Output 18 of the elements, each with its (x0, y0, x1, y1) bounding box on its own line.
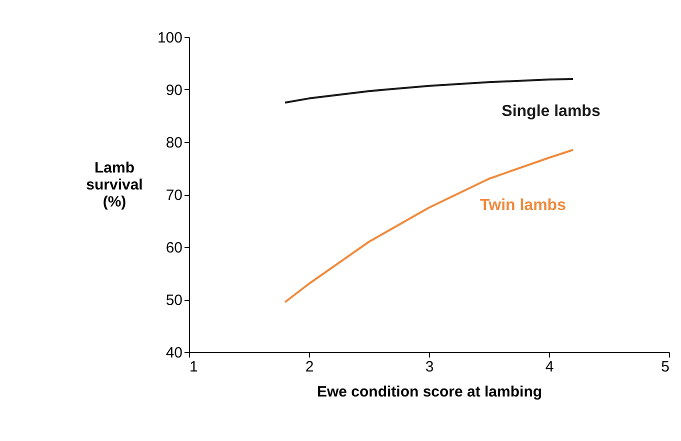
x-tick-label: 2 (305, 358, 314, 376)
y-tick-label: 70 (166, 187, 182, 204)
x-tick-label: 3 (425, 358, 434, 376)
y-tick-label: 100 (157, 30, 182, 46)
x-tick-label: 5 (661, 358, 670, 376)
y-tick-label: 50 (166, 292, 182, 309)
x-tick-label: 4 (545, 358, 554, 376)
line-series (284, 78, 574, 104)
line-series (284, 148, 574, 304)
series-label: Single lambs (502, 103, 600, 120)
x-tick-label: 1 (190, 358, 198, 376)
y-tick-label: 60 (166, 240, 182, 256)
x-axis-title: Ewe condition score at lambing (316, 384, 542, 400)
y-tick-label: 40 (166, 344, 182, 362)
y-axis-title: Lamb survival (%) (86, 160, 143, 210)
y-tick-label: 80 (166, 134, 182, 152)
series-label: Twin lambs (480, 196, 566, 214)
y-tick-label: 90 (166, 82, 182, 99)
